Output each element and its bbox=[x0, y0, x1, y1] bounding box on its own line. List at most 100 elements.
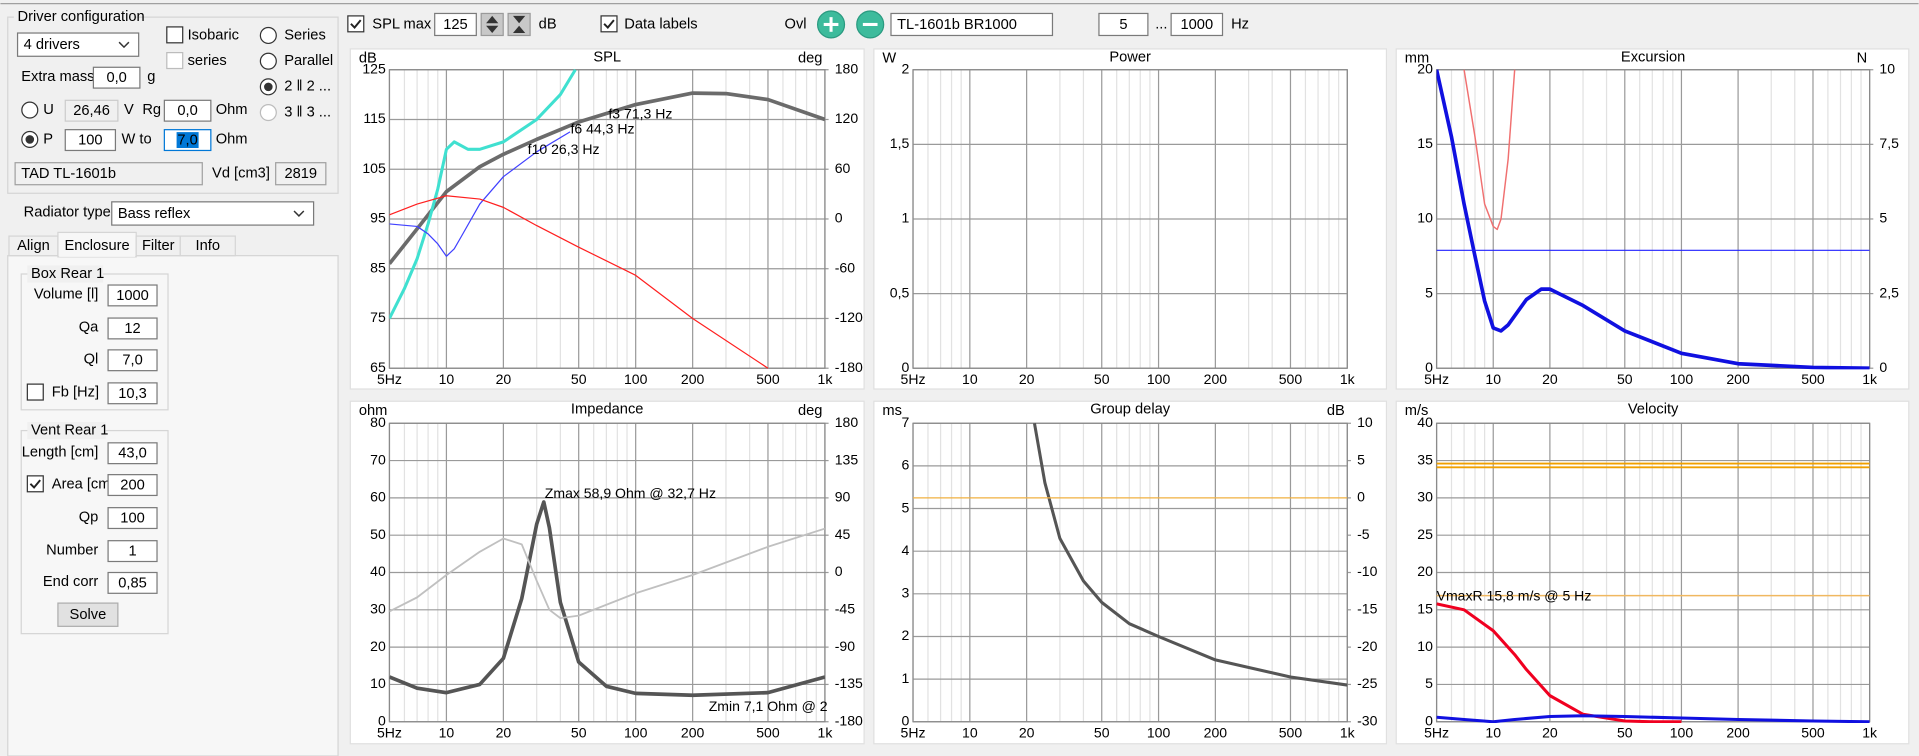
y-axis-label: m/s bbox=[1405, 403, 1429, 419]
x-tick-label: 5Hz bbox=[1424, 371, 1449, 387]
x-tick-label: 100 bbox=[624, 725, 648, 741]
x-tick-label: 100 bbox=[1147, 371, 1171, 387]
text-input bbox=[64, 99, 119, 122]
text-input[interactable] bbox=[107, 507, 158, 530]
label: Vd [cm3] bbox=[212, 166, 270, 182]
label: Ql bbox=[84, 352, 99, 368]
dropdown-arrow bbox=[293, 210, 305, 217]
y2-tick-label: 10 bbox=[1357, 414, 1373, 430]
series-group bbox=[913, 422, 1348, 687]
text-input[interactable] bbox=[107, 284, 158, 307]
x-tick-label: 5Hz bbox=[1424, 725, 1449, 741]
x-tick-label: 20 bbox=[1542, 725, 1558, 741]
text-input[interactable] bbox=[107, 317, 158, 340]
spin-icon bbox=[486, 15, 499, 34]
checkbox[interactable] bbox=[600, 15, 618, 33]
y-tick-label: 80 bbox=[370, 414, 386, 430]
text-input[interactable] bbox=[107, 540, 158, 563]
dropdown[interactable] bbox=[16, 32, 140, 57]
y-tick-label: 10 bbox=[1417, 210, 1433, 226]
y2-tick-label: 180 bbox=[835, 60, 859, 76]
y-tick-label: 0 bbox=[902, 359, 910, 375]
y-tick-label: 1 bbox=[902, 210, 910, 226]
button[interactable] bbox=[57, 602, 119, 627]
input-value: 5 bbox=[1119, 17, 1127, 33]
text-input[interactable] bbox=[64, 129, 117, 152]
y2-tick-label: 10 bbox=[1879, 60, 1895, 76]
annotation: f6 44,3 Hz bbox=[570, 120, 634, 136]
tab[interactable] bbox=[57, 231, 137, 258]
label: W to bbox=[122, 131, 152, 147]
input-value: 43,0 bbox=[118, 446, 147, 462]
text-input[interactable] bbox=[434, 12, 477, 37]
x-tick-label: 100 bbox=[624, 371, 648, 387]
text-input[interactable] bbox=[107, 571, 158, 594]
y-tick-label: 30 bbox=[1417, 489, 1433, 505]
x-tick-label: 1k bbox=[818, 371, 834, 387]
tab-label: Align bbox=[17, 238, 50, 254]
text-input[interactable] bbox=[107, 474, 158, 497]
label: Ohm bbox=[216, 131, 248, 147]
text-input[interactable] bbox=[163, 99, 212, 122]
y2-tick-label: -45 bbox=[835, 601, 855, 617]
text-input[interactable] bbox=[107, 349, 158, 372]
chart-title: Velocity bbox=[1628, 402, 1679, 418]
text-input[interactable] bbox=[107, 442, 158, 465]
series-group bbox=[389, 68, 825, 369]
checkbox[interactable] bbox=[166, 26, 184, 44]
plot-border bbox=[912, 69, 1348, 369]
y-axis-label: dB bbox=[359, 51, 377, 67]
text-input[interactable] bbox=[1098, 12, 1149, 37]
radio-button[interactable] bbox=[259, 26, 277, 45]
checkbox[interactable] bbox=[26, 475, 44, 493]
group-box bbox=[7, 16, 339, 194]
radio-button[interactable] bbox=[21, 101, 39, 119]
y-tick-label: 20 bbox=[370, 638, 386, 654]
x-tick-label: 10 bbox=[1485, 371, 1501, 387]
y2-tick-label: 5 bbox=[1879, 210, 1887, 226]
tab-label: Enclosure bbox=[64, 238, 129, 254]
y-tick-label: 105 bbox=[362, 160, 386, 176]
checkmark bbox=[603, 19, 615, 29]
y-tick-label: 15 bbox=[1417, 135, 1433, 151]
text-input[interactable] bbox=[14, 162, 203, 186]
y-tick-label: 115 bbox=[363, 110, 386, 126]
text-input[interactable] bbox=[275, 162, 327, 186]
series-line bbox=[1032, 422, 1348, 687]
text-input[interactable] bbox=[92, 66, 141, 89]
x-tick-label: 200 bbox=[1726, 371, 1750, 387]
spin-button[interactable] bbox=[507, 12, 531, 37]
y-tick-label: 50 bbox=[370, 526, 386, 542]
y-axis-label: mm bbox=[1405, 51, 1429, 67]
checkmark bbox=[350, 19, 362, 29]
series-line bbox=[1436, 69, 1870, 370]
series-group bbox=[1436, 462, 1870, 723]
text-input[interactable] bbox=[107, 382, 158, 405]
y2-tick-label: -135 bbox=[835, 675, 863, 691]
tab[interactable] bbox=[179, 235, 236, 257]
spin-button[interactable] bbox=[480, 12, 504, 37]
input-value: 0,0 bbox=[106, 70, 126, 86]
radio-button bbox=[259, 103, 277, 122]
x-tick-label: 20 bbox=[1019, 725, 1035, 741]
radio-button[interactable] bbox=[259, 52, 277, 70]
x-tick-label: 500 bbox=[756, 371, 780, 387]
label: U bbox=[43, 102, 54, 118]
text-input[interactable] bbox=[890, 12, 1054, 37]
plot-area bbox=[913, 423, 1348, 722]
checkbox[interactable] bbox=[26, 383, 44, 401]
y2-tick-label: 120 bbox=[835, 110, 859, 126]
annotation: Zmax 58,9 Ohm @ 32,7 Hz bbox=[545, 485, 716, 501]
dropdown[interactable] bbox=[111, 201, 315, 226]
spin-icon bbox=[512, 15, 526, 34]
group-title: Box Rear 1 bbox=[31, 266, 104, 282]
input-value: TL-1601b BR1000 bbox=[897, 17, 1017, 33]
text-input[interactable] bbox=[1170, 12, 1224, 37]
x-tick-label: 100 bbox=[1670, 725, 1694, 741]
y-tick-label: 0,5 bbox=[890, 284, 910, 300]
y-tick-label: 0 bbox=[1425, 712, 1433, 728]
checkbox[interactable] bbox=[347, 15, 365, 33]
label: Isobaric bbox=[188, 27, 239, 43]
series-line bbox=[389, 527, 825, 620]
annotation: f10 26,3 Hz bbox=[528, 141, 600, 157]
